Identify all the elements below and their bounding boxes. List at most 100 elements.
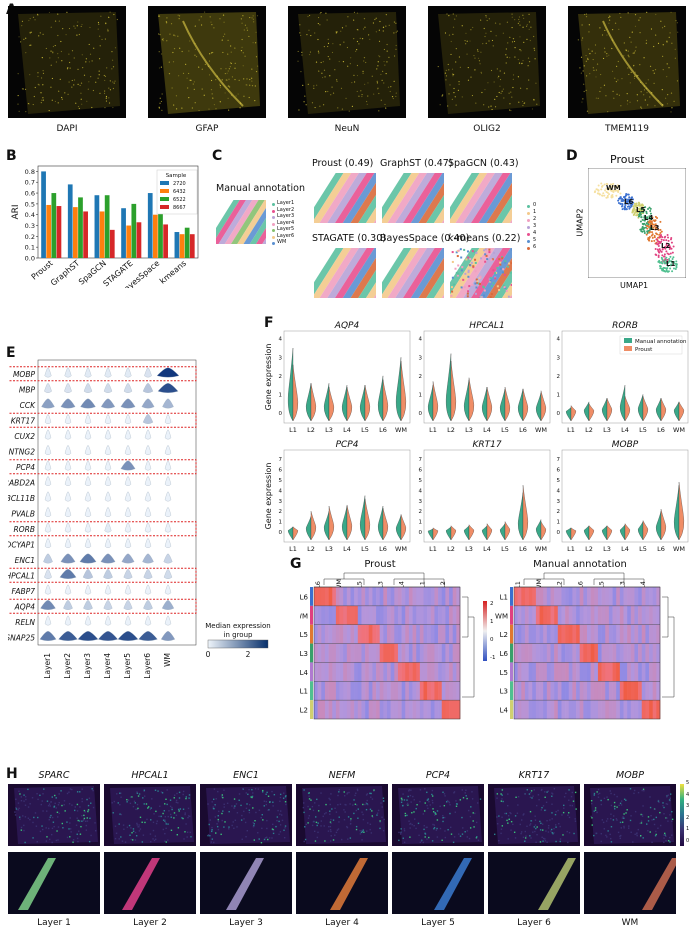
expression-spot — [317, 822, 319, 824]
heat-cell — [379, 605, 384, 625]
expression-spot — [529, 791, 532, 794]
signal-dot — [188, 72, 190, 75]
heat-cell — [416, 681, 421, 701]
signal-dot — [98, 23, 100, 25]
expression-spot — [366, 799, 368, 802]
umap-point — [650, 224, 653, 227]
umap-point — [665, 256, 668, 259]
signal-dot — [243, 29, 245, 31]
expression-spot — [535, 841, 537, 843]
expression-spot — [550, 830, 552, 832]
violin-shape — [143, 600, 153, 610]
expression-spot — [434, 812, 436, 814]
heat-cell — [324, 700, 329, 719]
signal-dot — [454, 96, 456, 98]
expression-spot — [252, 825, 255, 828]
spot — [474, 292, 477, 295]
gene-title-enc1: ENC1 — [233, 770, 259, 781]
signal-dot — [58, 90, 60, 92]
expression-spot — [448, 801, 451, 804]
umap-point — [658, 259, 661, 262]
layer-band — [379, 248, 420, 298]
umap-point — [648, 217, 651, 220]
violin-shape — [84, 507, 92, 517]
signal-dot — [198, 66, 200, 68]
expression-spot — [134, 839, 137, 841]
signal-dot — [480, 72, 483, 74]
expression-spot — [537, 794, 540, 796]
umap-point — [645, 224, 648, 227]
spot — [462, 278, 465, 281]
layer-band — [311, 248, 352, 298]
layer-region — [642, 858, 676, 910]
expression-spot — [50, 801, 52, 803]
signal-dot — [203, 11, 206, 13]
heat-cell — [452, 605, 457, 625]
umap-point — [666, 234, 669, 237]
heat-cell — [601, 681, 606, 701]
expression-spot — [383, 818, 385, 821]
signal-dot — [307, 15, 309, 18]
expression-spot — [115, 832, 118, 834]
expression-spot — [546, 841, 548, 843]
expression-spot — [266, 791, 268, 794]
signal-dot — [628, 55, 630, 58]
expression-spot — [601, 819, 604, 821]
violin-shape — [120, 460, 136, 471]
signal-dot — [353, 38, 355, 40]
heat-cell — [594, 587, 599, 606]
signal-dot — [89, 53, 92, 55]
umap-point — [651, 216, 654, 219]
expression-spot — [119, 813, 121, 815]
signal-dot — [326, 19, 328, 21]
signal-dot — [105, 95, 108, 98]
signal-dot — [91, 106, 93, 109]
signal-dot — [29, 18, 31, 20]
y-tick-label: 6 — [279, 468, 283, 474]
heat-cell — [641, 587, 646, 606]
bar-8667-Proust — [56, 206, 62, 258]
signal-dot — [194, 48, 197, 50]
violin-left-half — [601, 525, 608, 541]
signal-dot — [169, 33, 171, 35]
signal-dot — [241, 22, 243, 24]
colorbar-tick: 3 — [686, 803, 690, 809]
caption-tmem119: TMEM119 — [605, 124, 649, 134]
violin-left-half — [517, 492, 524, 541]
heat-cell — [576, 605, 580, 625]
signal-dot — [472, 26, 474, 29]
umap-point — [642, 211, 645, 214]
heat-cell — [517, 643, 522, 663]
signal-dot — [386, 50, 388, 52]
expression-spot — [422, 813, 425, 815]
bar-2720-STAGATE — [121, 208, 126, 258]
spot — [457, 249, 460, 252]
signal-dot — [234, 62, 236, 64]
umap-point — [614, 186, 617, 189]
heat-cell — [354, 643, 359, 663]
heat-cell — [379, 700, 384, 719]
signal-dot — [618, 94, 621, 96]
expression-spot — [523, 840, 526, 842]
signal-dot — [198, 109, 200, 112]
expression-spot — [461, 833, 464, 835]
signal-dot — [297, 50, 299, 53]
violin-right-half — [678, 401, 685, 422]
heat-cell — [408, 700, 413, 719]
signal-dot — [448, 93, 450, 95]
gene-title-krt17: KRT17 — [518, 770, 550, 781]
expression-spot — [540, 822, 542, 825]
expression-spot — [565, 792, 567, 795]
heat-cell — [514, 662, 518, 682]
expression-spot — [316, 824, 318, 827]
heat-cell — [328, 662, 333, 682]
umap-point — [621, 202, 624, 205]
expression-spot — [341, 838, 343, 841]
expression-spot — [208, 823, 210, 826]
expression-spot — [640, 820, 643, 822]
expression-spot — [132, 830, 135, 832]
signal-dot — [533, 47, 535, 49]
expression-spot — [87, 809, 90, 811]
signal-dot — [346, 46, 349, 49]
expression-spot — [553, 827, 555, 830]
